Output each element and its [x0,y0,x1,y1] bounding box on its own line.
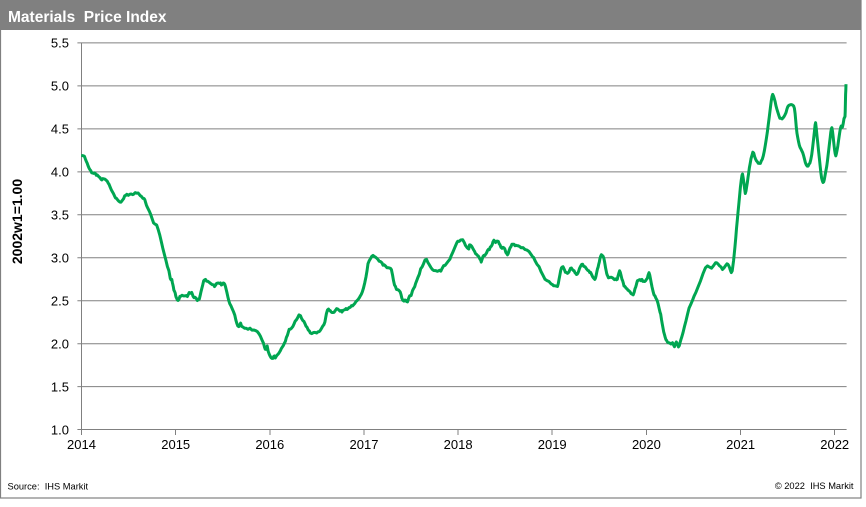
svg-text:3.5: 3.5 [51,208,69,223]
svg-text:© 2022 IHS Markit: © 2022 IHS Markit [775,481,854,491]
svg-text:2019: 2019 [538,437,567,452]
svg-text:2002w1=1.00: 2002w1=1.00 [9,179,25,264]
svg-text:2022: 2022 [820,437,849,452]
svg-text:2020: 2020 [632,437,661,452]
svg-text:3.0: 3.0 [51,251,69,266]
svg-text:2018: 2018 [444,437,473,452]
svg-text:2.5: 2.5 [51,294,69,309]
svg-text:5.5: 5.5 [51,36,69,51]
svg-text:1.0: 1.0 [51,422,69,437]
svg-text:Source: IHS Markit: Source: IHS Markit [8,482,89,492]
svg-text:2015: 2015 [161,437,190,452]
svg-text:2017: 2017 [350,437,379,452]
svg-text:1.5: 1.5 [51,379,69,394]
svg-text:2021: 2021 [726,437,755,452]
svg-text:2016: 2016 [255,437,284,452]
svg-text:2.0: 2.0 [51,337,69,352]
svg-text:4.0: 4.0 [51,165,69,180]
svg-text:2014: 2014 [67,437,96,452]
svg-text:5.0: 5.0 [51,79,69,94]
svg-text:Materials Price Index: Materials Price Index [8,9,167,26]
svg-text:4.5: 4.5 [51,122,69,137]
